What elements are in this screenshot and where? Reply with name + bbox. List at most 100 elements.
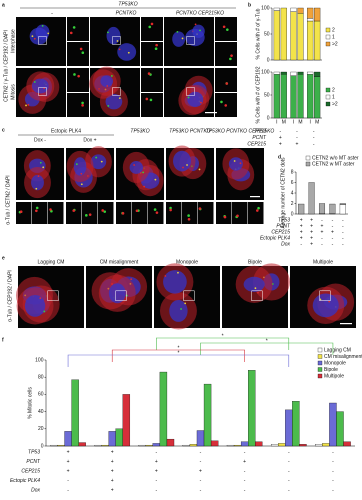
micrograph — [67, 42, 89, 66]
genotype-sign: + — [310, 241, 313, 247]
centrosome-dot — [142, 171, 145, 174]
centrosome-dot — [256, 209, 259, 212]
y-tick-label: 100 — [35, 357, 44, 363]
centrosome-dot — [47, 32, 50, 35]
centrosome-dot — [25, 104, 27, 107]
y-axis-label: % Cells with # of CEP192 — [255, 66, 261, 123]
genotype-sign: - — [288, 468, 290, 474]
bar — [248, 370, 256, 447]
centrosome-dot — [224, 104, 228, 107]
genotype-sign: + — [279, 141, 282, 147]
legend-label: Multipole — [324, 373, 344, 379]
genotype-sign: + — [310, 223, 313, 229]
y-tick-label: 0 — [41, 443, 44, 449]
centrosome-dot — [81, 101, 84, 105]
significance-bracket — [67, 354, 290, 367]
centrosome-dot — [181, 37, 184, 40]
centrosome-dot — [169, 206, 172, 210]
centrosome-dot — [328, 300, 331, 303]
bar-segment — [307, 20, 314, 61]
genotype-sign: + — [199, 468, 202, 474]
genotype-sign: - — [332, 235, 334, 241]
bar-segment — [307, 18, 314, 22]
bar-segment — [280, 74, 287, 119]
centrosome-dot — [164, 275, 167, 277]
genotype-sign: - — [332, 241, 334, 247]
centrosome-dot — [101, 209, 105, 212]
bar-segment — [339, 204, 346, 215]
roi-box — [183, 290, 195, 301]
genotype-sign: + — [111, 449, 114, 455]
legend-label: Bipole — [324, 367, 338, 373]
genotype-sign: - — [288, 459, 290, 465]
genotype-sign: + — [67, 459, 70, 465]
nucleus — [24, 294, 46, 317]
bar-segment — [314, 71, 321, 77]
genotype-row-label: PCNT — [276, 223, 291, 229]
micrograph — [232, 202, 248, 224]
micrograph — [67, 17, 89, 41]
centrosome-dot — [107, 31, 109, 34]
roi-box — [47, 290, 59, 301]
genotype-sign: - — [244, 449, 246, 455]
y-tick-label: 100 — [261, 5, 270, 11]
genotype-sign: + — [111, 459, 114, 465]
nucleus — [90, 154, 107, 170]
y-tick-label: 40 — [38, 409, 44, 415]
centrosome-dot — [39, 297, 42, 300]
y-tick-label: 0 — [267, 57, 270, 63]
legend-label: Lagging CM — [324, 347, 351, 353]
nucleus — [172, 31, 186, 47]
nucleus — [108, 283, 126, 304]
genotype-row-label: CEP215 — [21, 468, 40, 474]
nucleus — [228, 157, 243, 171]
centrosome-dot — [33, 37, 36, 40]
x-tick-label: I — [276, 119, 277, 125]
legend-swatch — [325, 34, 331, 40]
nucleus — [192, 24, 205, 38]
genotype-sign: - — [332, 459, 334, 465]
centrosome-dot — [145, 97, 149, 101]
roi-box — [112, 36, 121, 45]
legend-swatch — [317, 354, 323, 359]
bar — [285, 409, 293, 447]
centrosome-dot — [169, 208, 172, 212]
column-label: TP53KO PCNTKO CEP215KO — [206, 128, 275, 134]
micrograph — [32, 202, 48, 224]
centrosome-dot — [35, 187, 38, 190]
bar — [50, 444, 58, 447]
row-label: Interphase — [10, 29, 16, 53]
centrosome-dot — [41, 24, 44, 27]
y-tick-label: 50 — [264, 92, 270, 98]
bar-segment — [314, 20, 321, 61]
nucleus — [163, 270, 187, 294]
nucleus — [31, 174, 44, 191]
genotype-sign: - — [332, 487, 334, 493]
y-axis-label: % Mitotic cells — [27, 387, 33, 419]
y-axis-label: Average number of CETN2 dots — [280, 157, 286, 229]
legend-label: >2 — [332, 101, 338, 107]
centrosome-dot — [79, 47, 83, 51]
x-tick-label: M — [298, 119, 302, 125]
x-tick-label: M — [315, 119, 319, 125]
genotype-sign: - — [332, 468, 334, 474]
genotype-sign: + — [300, 217, 303, 223]
bar-segment — [273, 74, 280, 119]
micrograph — [16, 202, 32, 224]
bar-segment — [308, 182, 315, 215]
genotype-sign: - — [156, 487, 158, 493]
nucleus — [100, 75, 114, 88]
roi-box — [38, 36, 47, 45]
bar — [240, 441, 249, 447]
centrosome-dot — [236, 214, 239, 218]
column-label: Monopole — [176, 259, 198, 265]
micrograph — [141, 68, 163, 92]
genotype-sign: + — [155, 468, 158, 474]
genotype-sign: - — [332, 478, 334, 484]
centrosome-dot — [27, 103, 30, 106]
bar — [210, 440, 219, 447]
legend-swatch — [325, 87, 331, 93]
legend-swatch — [325, 94, 331, 100]
centrosome-dot — [187, 214, 190, 217]
bar — [101, 444, 109, 447]
